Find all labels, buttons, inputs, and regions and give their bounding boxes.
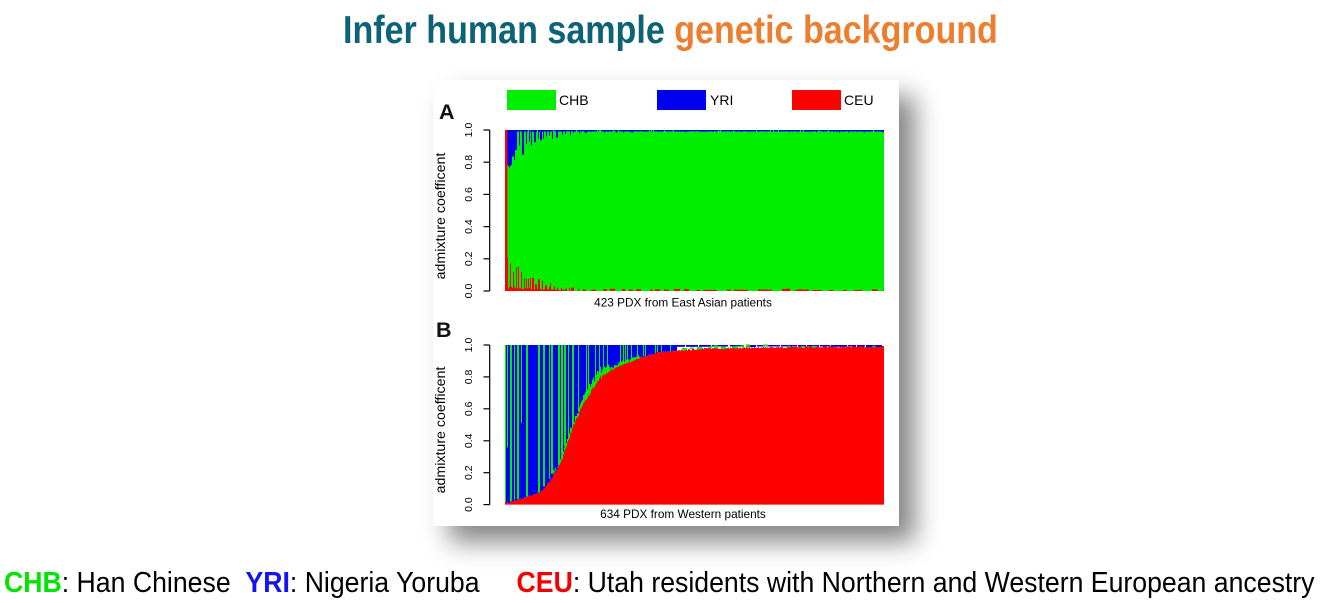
svg-text:634 PDX from Western patients: 634 PDX from Western patients: [600, 507, 766, 521]
svg-text:A: A: [439, 100, 455, 124]
svg-text:CEU: CEU: [844, 92, 874, 108]
svg-text:0.0: 0.0: [463, 284, 475, 299]
svg-text:1.0: 1.0: [463, 338, 475, 353]
svg-text:0.8: 0.8: [463, 155, 475, 170]
svg-text:423 PDX from East Asian patien: 423 PDX from East Asian patients: [594, 295, 772, 309]
svg-text:CHB: CHB: [559, 92, 589, 108]
svg-text:0.4: 0.4: [463, 433, 475, 448]
svg-text:0.6: 0.6: [463, 401, 475, 416]
svg-text:admixture coefficent: admixture coefficent: [433, 367, 449, 494]
svg-text:YRI: YRI: [710, 92, 733, 108]
svg-text:admixture coefficent: admixture coefficent: [433, 153, 449, 280]
svg-text:B: B: [436, 318, 452, 342]
svg-text:0.4: 0.4: [463, 219, 475, 234]
svg-text:0.2: 0.2: [463, 251, 475, 266]
svg-text:0.6: 0.6: [463, 187, 475, 202]
svg-text:0.8: 0.8: [463, 369, 475, 384]
svg-text:0.0: 0.0: [463, 497, 475, 512]
svg-text:1.0: 1.0: [463, 123, 475, 138]
svg-text:0.2: 0.2: [463, 465, 475, 480]
